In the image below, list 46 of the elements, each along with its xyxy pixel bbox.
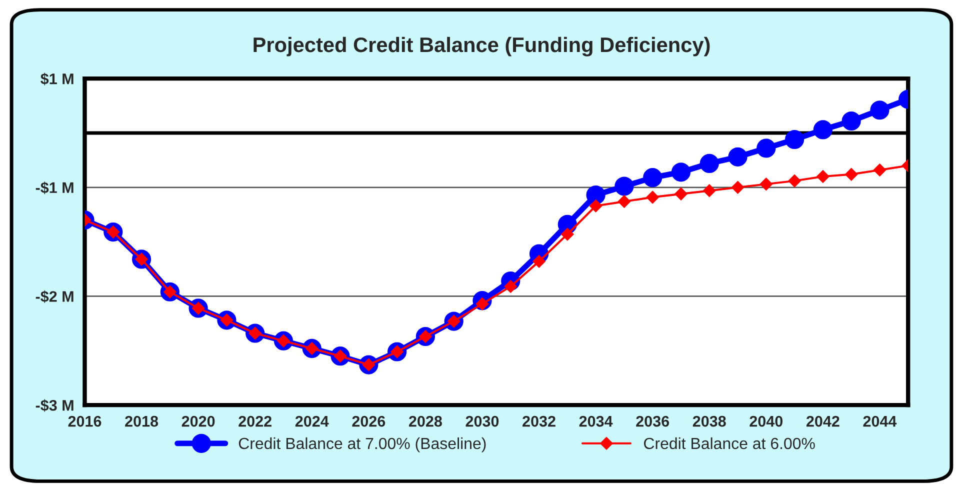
x-tick-label: 2032 <box>522 416 556 427</box>
y-tick-label: $1 M <box>40 72 74 86</box>
point <box>873 164 886 176</box>
point <box>756 138 776 158</box>
point <box>870 100 890 120</box>
x-tick-label: 2042 <box>806 416 840 427</box>
legend-label: Credit Balance at 7.00% (Baseline) <box>238 437 486 452</box>
point <box>643 168 662 188</box>
x-tick-label: 2024 <box>295 416 329 427</box>
point <box>816 170 830 183</box>
point <box>700 154 719 173</box>
y-tick-label: -$3 M <box>36 399 74 412</box>
x-tick-label: 2028 <box>408 416 442 427</box>
point <box>589 199 602 212</box>
point <box>788 174 801 188</box>
x-tick-label: 2034 <box>579 416 613 427</box>
x-tick-label: 2026 <box>352 416 386 427</box>
x-tick-label: 2030 <box>466 416 499 427</box>
x-tick-label: 2038 <box>692 416 726 427</box>
x-tick-label: 2036 <box>636 416 670 427</box>
x-tick-label: 2044 <box>863 416 897 427</box>
point <box>614 176 634 196</box>
point <box>671 162 691 182</box>
x-tick-label: 2040 <box>750 416 783 427</box>
point <box>586 185 606 205</box>
point <box>844 168 858 181</box>
x-tick-label: 2022 <box>238 416 272 427</box>
y-tick-label: -$2 M <box>36 290 74 303</box>
point <box>618 195 631 208</box>
point <box>842 111 861 131</box>
point <box>674 188 688 200</box>
point <box>728 147 748 166</box>
chart-title: Projected Credit Balance (Funding Deficiency) <box>254 36 710 56</box>
legend-label: Credit Balance at 6.00% <box>644 437 815 450</box>
point <box>532 254 546 268</box>
x-tick-label: 2020 <box>182 416 215 427</box>
x-tick-label: 2016 <box>68 416 102 427</box>
y-tick-label: -$1 M <box>36 182 74 194</box>
point <box>702 184 716 198</box>
point <box>646 190 659 204</box>
point <box>560 228 574 241</box>
point <box>813 120 832 140</box>
point <box>731 180 744 194</box>
x-tick-label: 2018 <box>125 416 158 427</box>
point <box>760 178 773 191</box>
point <box>784 130 804 150</box>
